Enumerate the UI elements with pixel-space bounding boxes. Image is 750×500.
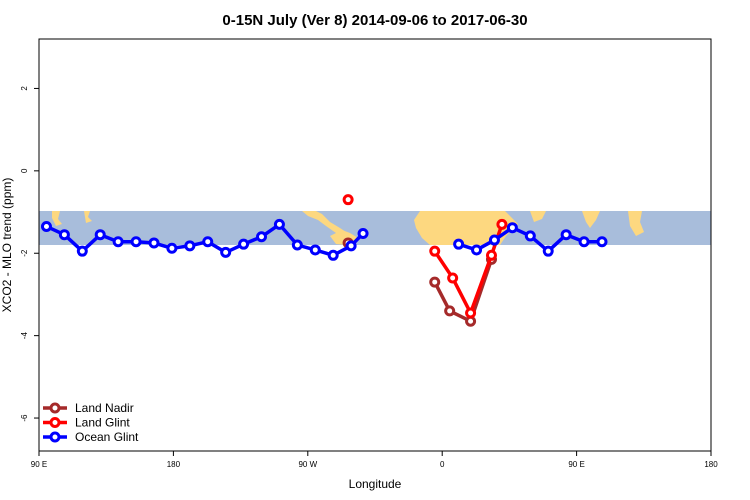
land-patch-indochina — [628, 211, 644, 236]
y-axis-ticks: 2 0 -2 -4 -6 — [20, 86, 39, 422]
x-axis-label: Longitude — [349, 477, 402, 491]
point-ocean-glint — [506, 222, 518, 234]
legend-swatch-marker — [49, 417, 61, 428]
point-ocean-glint — [291, 239, 303, 251]
point-ocean-glint — [220, 246, 232, 258]
legend-item-land-nadir: Land Nadir — [43, 401, 134, 415]
point-ocean-glint — [166, 242, 178, 254]
land-patch-philippines — [84, 211, 92, 223]
x-tick-label: 180 — [704, 460, 718, 469]
point-ocean-glint — [40, 220, 52, 232]
point-ocean-glint — [238, 238, 250, 250]
point-land-glint — [465, 307, 477, 319]
point-ocean-glint — [273, 218, 285, 230]
point-ocean-glint — [184, 240, 196, 252]
point-ocean-glint — [471, 244, 483, 256]
series-line-land-nadir — [433, 258, 494, 323]
point-land-glint — [429, 245, 441, 257]
legend-label: Land Glint — [75, 416, 130, 430]
point-ocean-glint — [94, 229, 106, 241]
point-ocean-glint — [112, 236, 124, 248]
land-patch-central-america — [302, 211, 346, 236]
x-axis-ticks: 90 E 180 90 W 0 90 E 180 — [31, 451, 718, 469]
legend-label: Land Nadir — [75, 401, 134, 415]
point-ocean-glint — [76, 245, 88, 257]
y-tick-label: 2 — [20, 86, 29, 91]
land-patch-west-pacific — [52, 211, 62, 226]
point-ocean-glint — [202, 236, 214, 248]
point-ocean-glint — [596, 236, 608, 248]
point-ocean-glint — [357, 227, 369, 239]
x-tick-label: 90 W — [298, 460, 317, 469]
point-land-nadir — [444, 305, 456, 317]
y-tick-label: 0 — [20, 168, 29, 173]
point-ocean-glint — [560, 229, 572, 241]
point-land-nadir — [429, 276, 441, 288]
chart-title: 0-15N July (Ver 8) 2014-09-06 to 2017-06… — [222, 12, 527, 29]
x-tick-label: 90 E — [568, 460, 584, 469]
point-ocean-glint — [327, 249, 339, 261]
y-tick-label: -2 — [20, 249, 29, 257]
point-ocean-glint — [542, 245, 554, 257]
land-patch-arabia — [530, 211, 546, 222]
legend-swatch-marker — [49, 402, 61, 414]
y-tick-label: -4 — [20, 332, 29, 340]
point-ocean-glint — [453, 238, 465, 250]
point-land-glint — [485, 249, 497, 261]
point-land-glint — [496, 218, 508, 230]
land-patch-india — [582, 211, 600, 228]
series-ocean-glint — [40, 218, 608, 261]
y-tick-label: -6 — [20, 414, 29, 422]
legend-label: Ocean Glint — [75, 430, 139, 444]
axes: 90 E 180 90 W 0 90 E 180 2 0 -2 -4 -6 — [20, 86, 718, 469]
point-land-glint — [342, 194, 354, 206]
point-ocean-glint — [488, 234, 500, 246]
legend-item-land-glint: Land Glint — [43, 416, 130, 430]
point-ocean-glint — [58, 229, 70, 241]
point-ocean-glint — [578, 236, 590, 248]
point-land-glint — [447, 272, 459, 284]
x-tick-label: 90 E — [31, 460, 47, 469]
plot-frame — [38, 38, 712, 452]
point-ocean-glint — [256, 231, 268, 243]
legend-item-ocean-glint: Ocean Glint — [43, 430, 139, 444]
point-ocean-glint — [345, 240, 357, 252]
x-tick-label: 0 — [440, 460, 445, 469]
series-layer — [40, 194, 608, 327]
point-ocean-glint — [309, 244, 321, 256]
point-ocean-glint — [524, 230, 536, 242]
y-axis-label: XCO2 - MLO trend (ppm) — [0, 178, 14, 313]
x-tick-label: 180 — [167, 460, 181, 469]
point-ocean-glint — [148, 237, 160, 249]
point-ocean-glint — [130, 236, 142, 248]
legend-swatch-marker — [49, 431, 61, 443]
